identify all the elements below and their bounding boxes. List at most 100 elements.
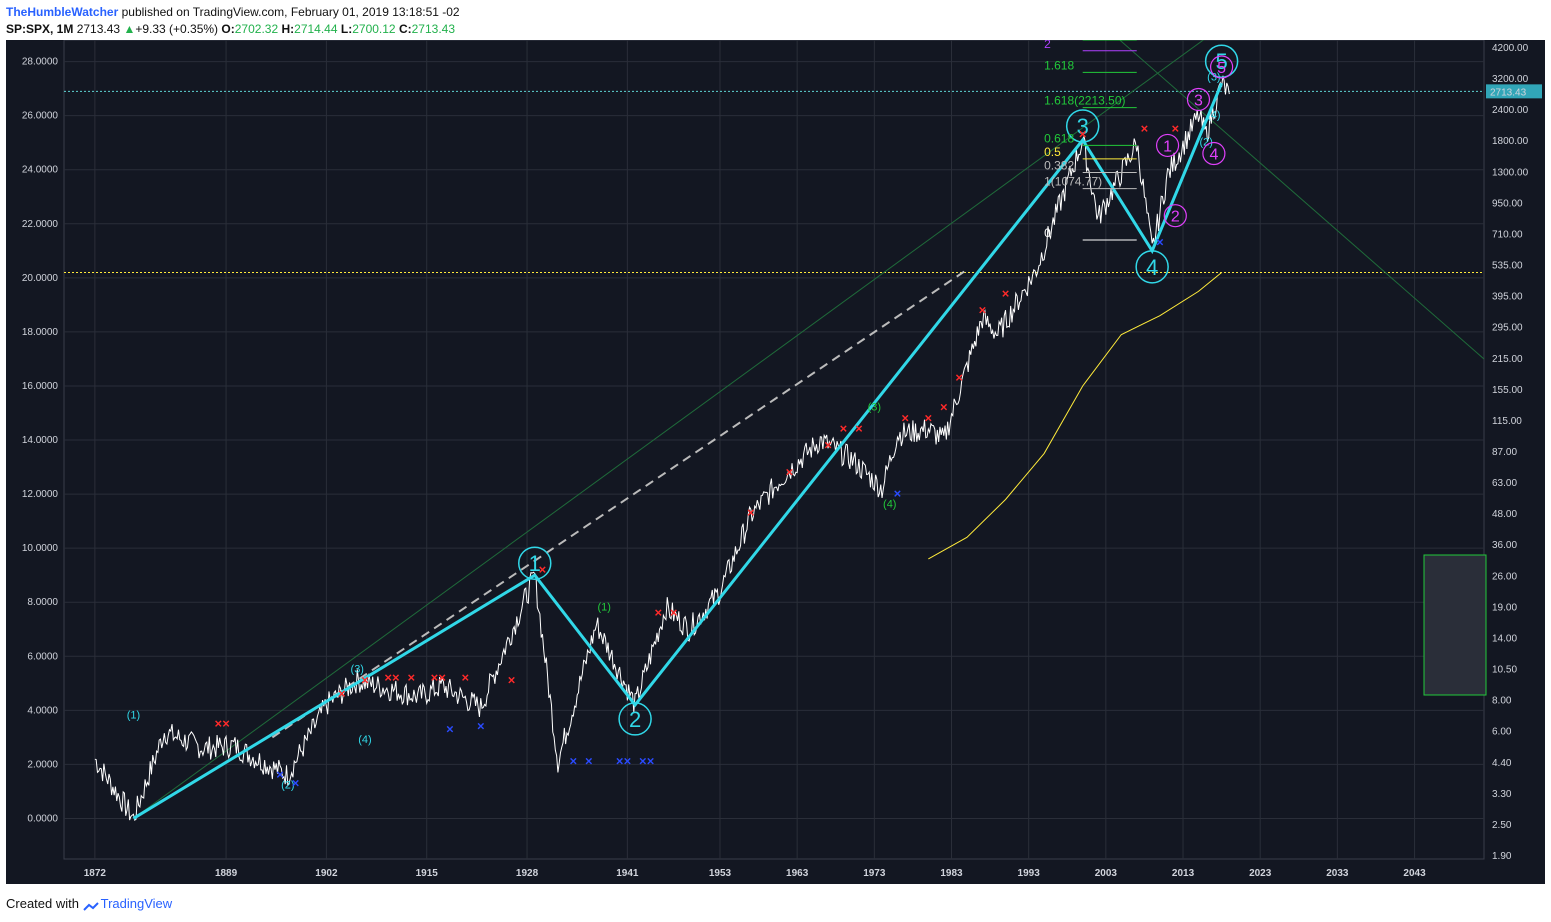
intermediate-wave-label: (2) [281,780,294,792]
buy-marker-icon: × [446,721,454,736]
right-axis-tick-label: 87.00 [1492,447,1517,458]
sell-marker-icon: × [392,670,400,685]
wave-label: 3 [1077,114,1089,139]
forecast-box [1423,554,1487,696]
x-axis-tick-label: 1872 [84,868,107,879]
right-axis-tick-label: 26.00 [1492,571,1517,582]
last-price-tag-label: 2713.43 [1490,87,1527,98]
chart-area[interactable]: 0.0000 2.0000 4.0000 6.0000 8.0000 10.0000 12.… [6,40,1545,884]
last-price-tag [1486,84,1542,99]
publish-info: published on TradingView.com, February 0… [121,5,460,19]
left-axis-tick-label: 6.0000 [27,651,58,662]
intermediate-wave-label: (2) [1199,136,1212,148]
sell-marker-icon: × [747,505,755,520]
intermediate-wave-label: (1) [597,601,610,613]
left-axis-tick-label: 10.0000 [22,543,59,554]
chart-header: TheHumbleWatcher published on TradingVie… [6,4,460,38]
wave-label: 4 [1146,255,1158,280]
wave-circle [1065,109,1100,143]
price-chart-svg[interactable]: 0.00002.00004.00006.00008.000010.000012.… [6,40,1545,884]
right-axis-tick-label: 155.00 [1492,385,1523,396]
x-axis-tick-label: 1993 [1018,868,1041,879]
ohlc-line: SP:SPX, 1M 2713.43 ▲+9.33 (+0.35%) O:270… [6,21,460,38]
left-axis-tick-label: 22.0000 [22,219,59,230]
tradingview-brand-link[interactable]: TradingView [100,896,173,911]
x-axis-tick-label: 2003 [1095,868,1118,879]
left-axis-tick-label: 4.0000 [27,705,58,716]
sell-marker-icon: × [215,716,223,731]
left-axis-tick-label: 12.0000 [22,489,59,500]
fib-level-label: 0 [1044,226,1051,240]
fib-level-label: 0.382 [1044,158,1074,172]
x-axis-tick-label: 1915 [416,868,439,879]
sell-marker-icon: × [1002,286,1010,301]
sell-marker-icon: × [338,686,346,701]
x-axis-tick-label: 1983 [940,868,963,879]
buy-marker-icon: × [616,754,624,769]
left-axis-tick-label: 0.0000 [27,813,58,824]
intermediate-wave-label: (4) [883,499,896,511]
minor-wave-label: 4 [1209,147,1218,164]
intermediate-wave-label: (4) [1207,109,1220,121]
right-axis-tick-label: 48.00 [1492,509,1517,520]
minor-wave-label: 2 [1171,209,1180,226]
long-trend-line [133,40,1205,819]
left-axis-tick-label: 28.0000 [22,57,59,68]
sell-marker-icon: × [1172,121,1180,136]
price-series-line [94,75,1230,822]
wave-label: 5 [1215,49,1227,74]
publish-line: TheHumbleWatcher published on TradingVie… [6,4,460,21]
intermediate-wave-label: (3) [868,401,881,413]
right-axis-tick-label: 535.00 [1492,261,1523,272]
wave-circle [1135,250,1169,284]
minor-wave-circle [1155,133,1180,158]
sell-marker-icon: × [979,302,987,317]
sell-marker-icon: × [855,421,863,436]
wave-circle [618,702,652,736]
right-axis-tick-label: 3200.00 [1492,74,1529,85]
open-label: O: [221,22,235,36]
right-axis-tick-label: 950.00 [1492,198,1523,209]
chart-footer: Created with TradingView [6,896,172,911]
minor-wave-circle [1186,87,1211,112]
wave-circle [1204,44,1239,78]
x-axis-tick-label: 2043 [1403,868,1426,879]
wave-circle [518,546,552,580]
right-axis-tick-label: 1.90 [1492,851,1512,862]
intermediate-wave-label: (4) [358,734,371,746]
sell-marker-icon: × [462,670,470,685]
right-axis-tick-label: 8.00 [1492,696,1512,707]
right-axis-tick-label: 295.00 [1492,323,1523,334]
fib-level-label: 1.618 [1044,58,1074,72]
buy-marker-icon: × [276,767,284,782]
x-axis-tick-label: 1973 [863,868,886,879]
right-axis-tick-label: 1800.00 [1492,136,1529,147]
sell-marker-icon: × [955,370,963,385]
sell-marker-icon: × [654,605,662,620]
sell-marker-icon: × [508,673,516,688]
right-axis-tick-label: 1300.00 [1492,167,1529,178]
low-value: 2700.12 [352,22,396,36]
right-axis-tick-label: 63.00 [1492,478,1517,489]
author-link[interactable]: TheHumbleWatcher [6,5,119,19]
minor-wave-circle [1202,141,1226,166]
right-axis-tick-label: 14.00 [1492,633,1517,644]
low-label: L: [340,22,353,36]
minor-wave-label: 3 [1194,92,1203,109]
price-change: +9.33 (+0.35%) [135,22,219,36]
buy-marker-icon: × [624,754,632,769]
left-axis-tick-label: 2.0000 [27,759,58,770]
minor-wave-label: 1 [1163,138,1172,155]
buy-marker-icon: × [570,754,578,769]
x-axis-tick-label: 1953 [709,868,732,879]
up-arrow-icon: ▲ [123,22,136,36]
minor-wave-label: 5 [1217,60,1226,77]
right-axis-tick-label: 2.50 [1492,820,1512,831]
primary-wave-path [132,82,1223,820]
fib-level-label: 0.618 [1044,131,1074,145]
fib-level-label: 2 [1044,40,1051,51]
close-label: C: [398,22,412,36]
sell-marker-icon: × [1079,127,1087,142]
plot-frame [63,40,1485,860]
fib-level-label: 1.618(2213.50) [1044,94,1125,108]
